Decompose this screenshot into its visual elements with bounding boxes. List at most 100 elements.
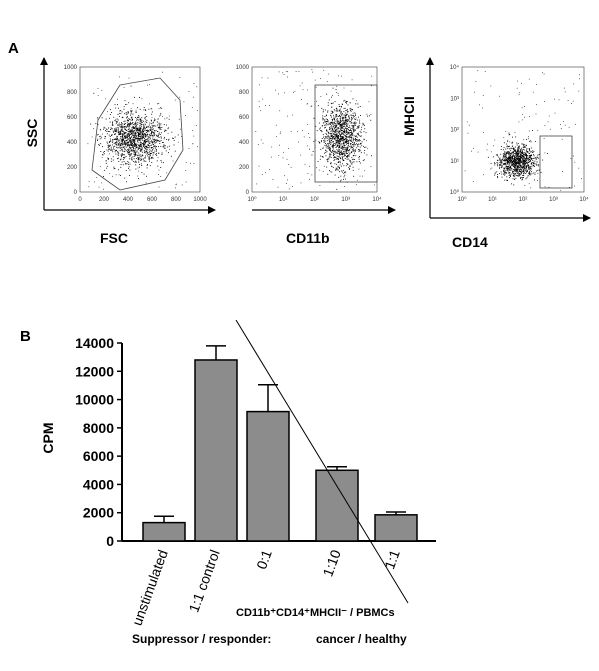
event-dot — [337, 150, 338, 152]
event-dot — [196, 110, 198, 111]
event-dot — [525, 171, 527, 172]
event-dot — [337, 95, 339, 96]
event-dot — [518, 121, 520, 123]
event-dot — [293, 91, 294, 93]
event-dot — [347, 153, 348, 154]
event-dot — [350, 161, 352, 163]
event-dot — [143, 125, 145, 126]
event-dot — [111, 149, 113, 151]
event-dot — [338, 75, 339, 77]
event-dot — [97, 124, 99, 125]
event-dot — [521, 82, 522, 84]
scatter2-x-tick: 10² — [310, 197, 319, 203]
event-dot — [131, 136, 132, 138]
event-dot — [142, 131, 144, 133]
event-dot — [510, 176, 511, 177]
event-dot — [88, 186, 90, 188]
event-dot — [101, 117, 103, 119]
event-dot — [343, 120, 345, 122]
event-dot — [153, 139, 155, 141]
event-dot — [162, 142, 164, 143]
event-dot — [343, 131, 344, 133]
event-dot — [335, 126, 337, 128]
event-dot — [136, 140, 138, 142]
event-dot — [508, 154, 510, 156]
bar — [142, 521, 186, 542]
event-dot — [336, 158, 338, 160]
event-dot — [363, 138, 365, 140]
event-dot — [127, 135, 128, 137]
event-dot — [525, 167, 527, 169]
event-dot — [146, 130, 147, 131]
event-dot — [343, 146, 345, 148]
event-dot — [127, 126, 129, 128]
event-dot — [145, 109, 146, 111]
event-dot — [148, 133, 150, 135]
event-dot — [159, 115, 160, 117]
event-dot — [370, 119, 372, 121]
event-dot — [502, 153, 504, 155]
event-dot — [530, 168, 532, 170]
event-dot — [151, 147, 153, 149]
event-dot — [110, 158, 112, 160]
event-dot — [110, 148, 112, 150]
event-dot — [517, 166, 519, 168]
scatter1-frame — [79, 66, 201, 193]
event-dot — [517, 153, 519, 155]
event-dot — [341, 156, 343, 158]
event-dot — [503, 172, 505, 174]
event-dot — [322, 119, 324, 121]
event-dot — [110, 160, 112, 162]
event-dot — [173, 144, 175, 146]
event-dot — [333, 115, 334, 117]
event-dot — [345, 148, 347, 150]
event-dot — [345, 124, 347, 126]
event-dot — [510, 148, 512, 149]
event-dot — [97, 117, 98, 118]
event-dot — [509, 172, 511, 174]
event-dot — [149, 154, 151, 156]
event-dot — [158, 140, 159, 142]
event-dot — [499, 164, 501, 165]
event-dot — [128, 77, 130, 79]
event-dot — [323, 110, 324, 112]
event-dot — [139, 97, 140, 98]
event-dot — [338, 132, 340, 134]
event-dot — [519, 145, 520, 147]
event-dot — [361, 141, 363, 143]
event-dot — [163, 144, 165, 146]
event-dot — [371, 85, 372, 87]
event-dot — [344, 122, 346, 124]
event-dot — [529, 166, 531, 168]
event-dot — [336, 123, 338, 125]
event-dot — [166, 172, 168, 174]
event-dot — [137, 107, 138, 109]
event-dot — [326, 130, 328, 132]
event-dot — [131, 110, 133, 111]
event-dot — [130, 117, 132, 119]
event-dot — [522, 167, 523, 168]
event-dot — [152, 141, 154, 143]
event-dot — [506, 166, 508, 168]
event-dot — [333, 117, 335, 119]
event-dot — [262, 142, 264, 144]
event-dot — [516, 163, 518, 164]
event-dot — [125, 126, 127, 128]
event-dot — [344, 124, 346, 126]
event-dot — [146, 130, 148, 131]
event-dot — [345, 112, 347, 114]
event-dot — [110, 146, 112, 148]
event-dot — [505, 160, 506, 161]
event-dot — [343, 139, 345, 141]
event-dot — [319, 128, 321, 130]
event-dot — [325, 133, 327, 134]
event-dot — [140, 154, 142, 156]
event-dot — [346, 113, 348, 115]
event-dot — [522, 160, 524, 162]
event-dot — [124, 142, 126, 144]
event-dot — [533, 151, 535, 152]
event-dot — [500, 171, 502, 173]
event-dot — [151, 127, 153, 128]
event-dot — [133, 141, 135, 143]
event-dot — [132, 103, 134, 105]
